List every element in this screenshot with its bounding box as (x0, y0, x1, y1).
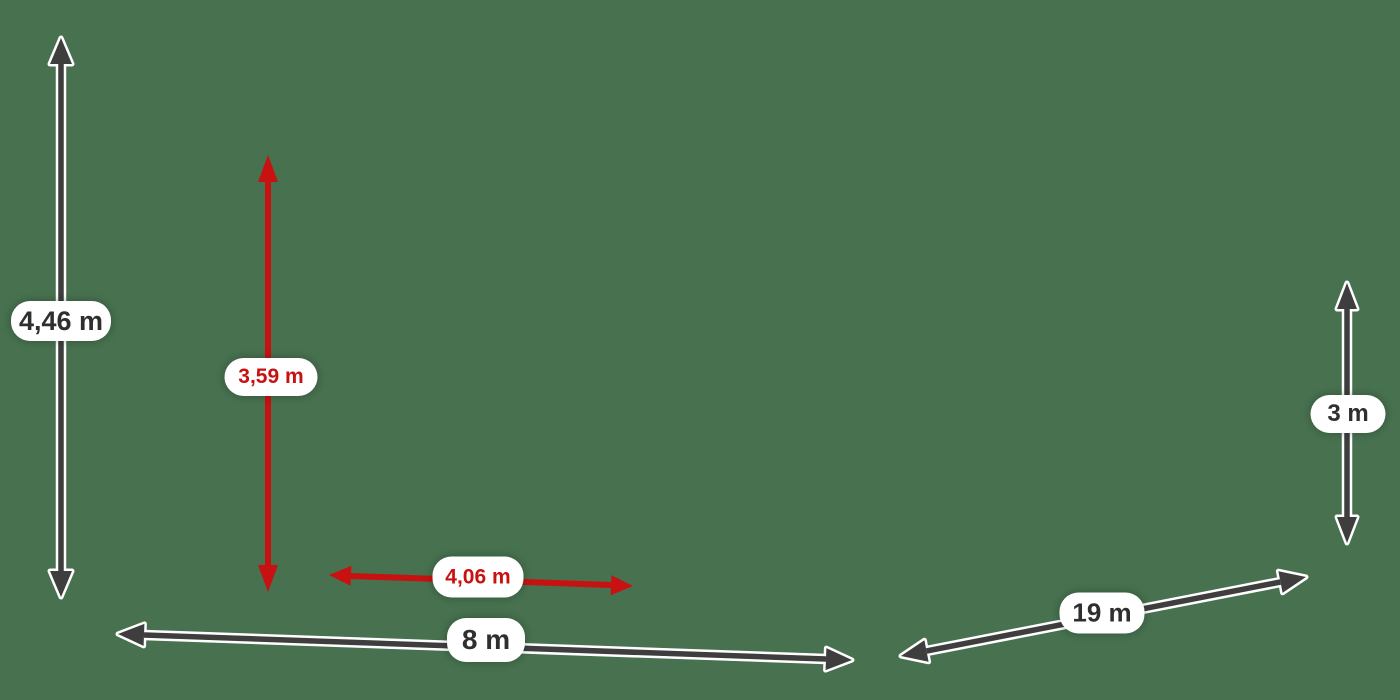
measurement-label-right-height: 3 m (1310, 395, 1386, 433)
measurement-label-bottom-width: 8 m (447, 618, 525, 662)
measurement-label-left-height: 4,46 m (11, 301, 111, 341)
measurement-label-red-width: 4,06 m (432, 556, 524, 598)
measurement-label-red-height: 3,59 m (224, 358, 318, 396)
measurement-label-diagonal-length: 19 m (1059, 592, 1145, 634)
